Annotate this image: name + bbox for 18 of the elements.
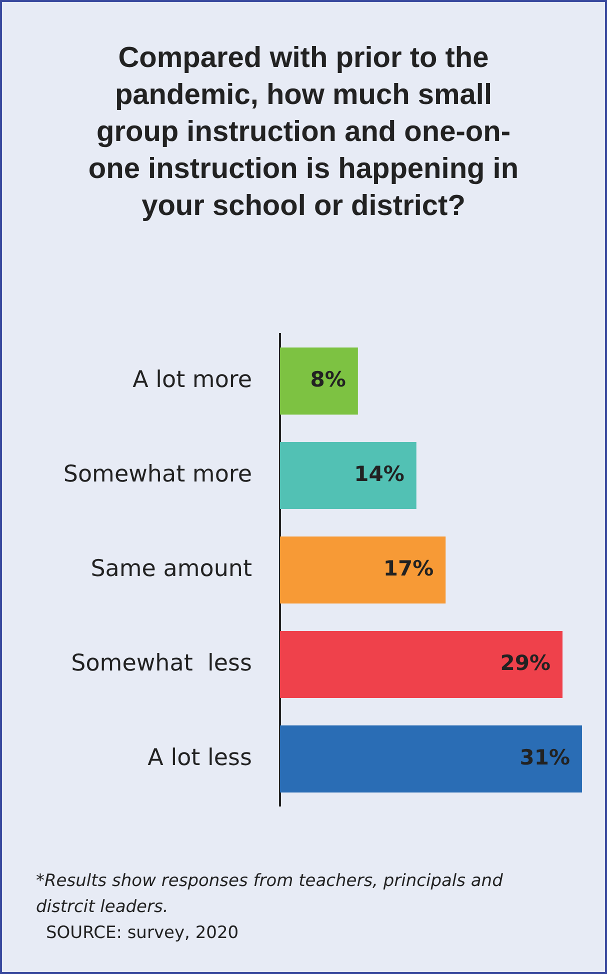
y-tick-label: A lot less	[148, 744, 252, 771]
bar	[280, 725, 582, 792]
text: *Results show responses from teachers, principals and distrcit leaders.	[36, 870, 504, 919]
y-tick-label: A lot more	[132, 367, 252, 394]
data-label: 31%	[520, 745, 570, 770]
y-tick-label: Somewhat more	[63, 461, 252, 488]
data-label: 8%	[310, 367, 346, 392]
data-label: 14%	[354, 462, 404, 486]
bar	[280, 536, 446, 604]
bar	[280, 630, 563, 698]
chart-title: Compared with prior to the pandemic, how much small group instruction and one-on-one instruction is happening in your school or district?	[87, 41, 520, 224]
y-tick-label: Somewhat less	[71, 650, 252, 676]
bar	[280, 442, 416, 510]
data-label: 17%	[383, 556, 434, 580]
y-tick-label: Same amount	[90, 556, 252, 582]
source-note: SOURCE: survey, 2020	[45, 922, 240, 945]
bar	[280, 348, 358, 415]
data-label: 29%	[500, 650, 551, 675]
